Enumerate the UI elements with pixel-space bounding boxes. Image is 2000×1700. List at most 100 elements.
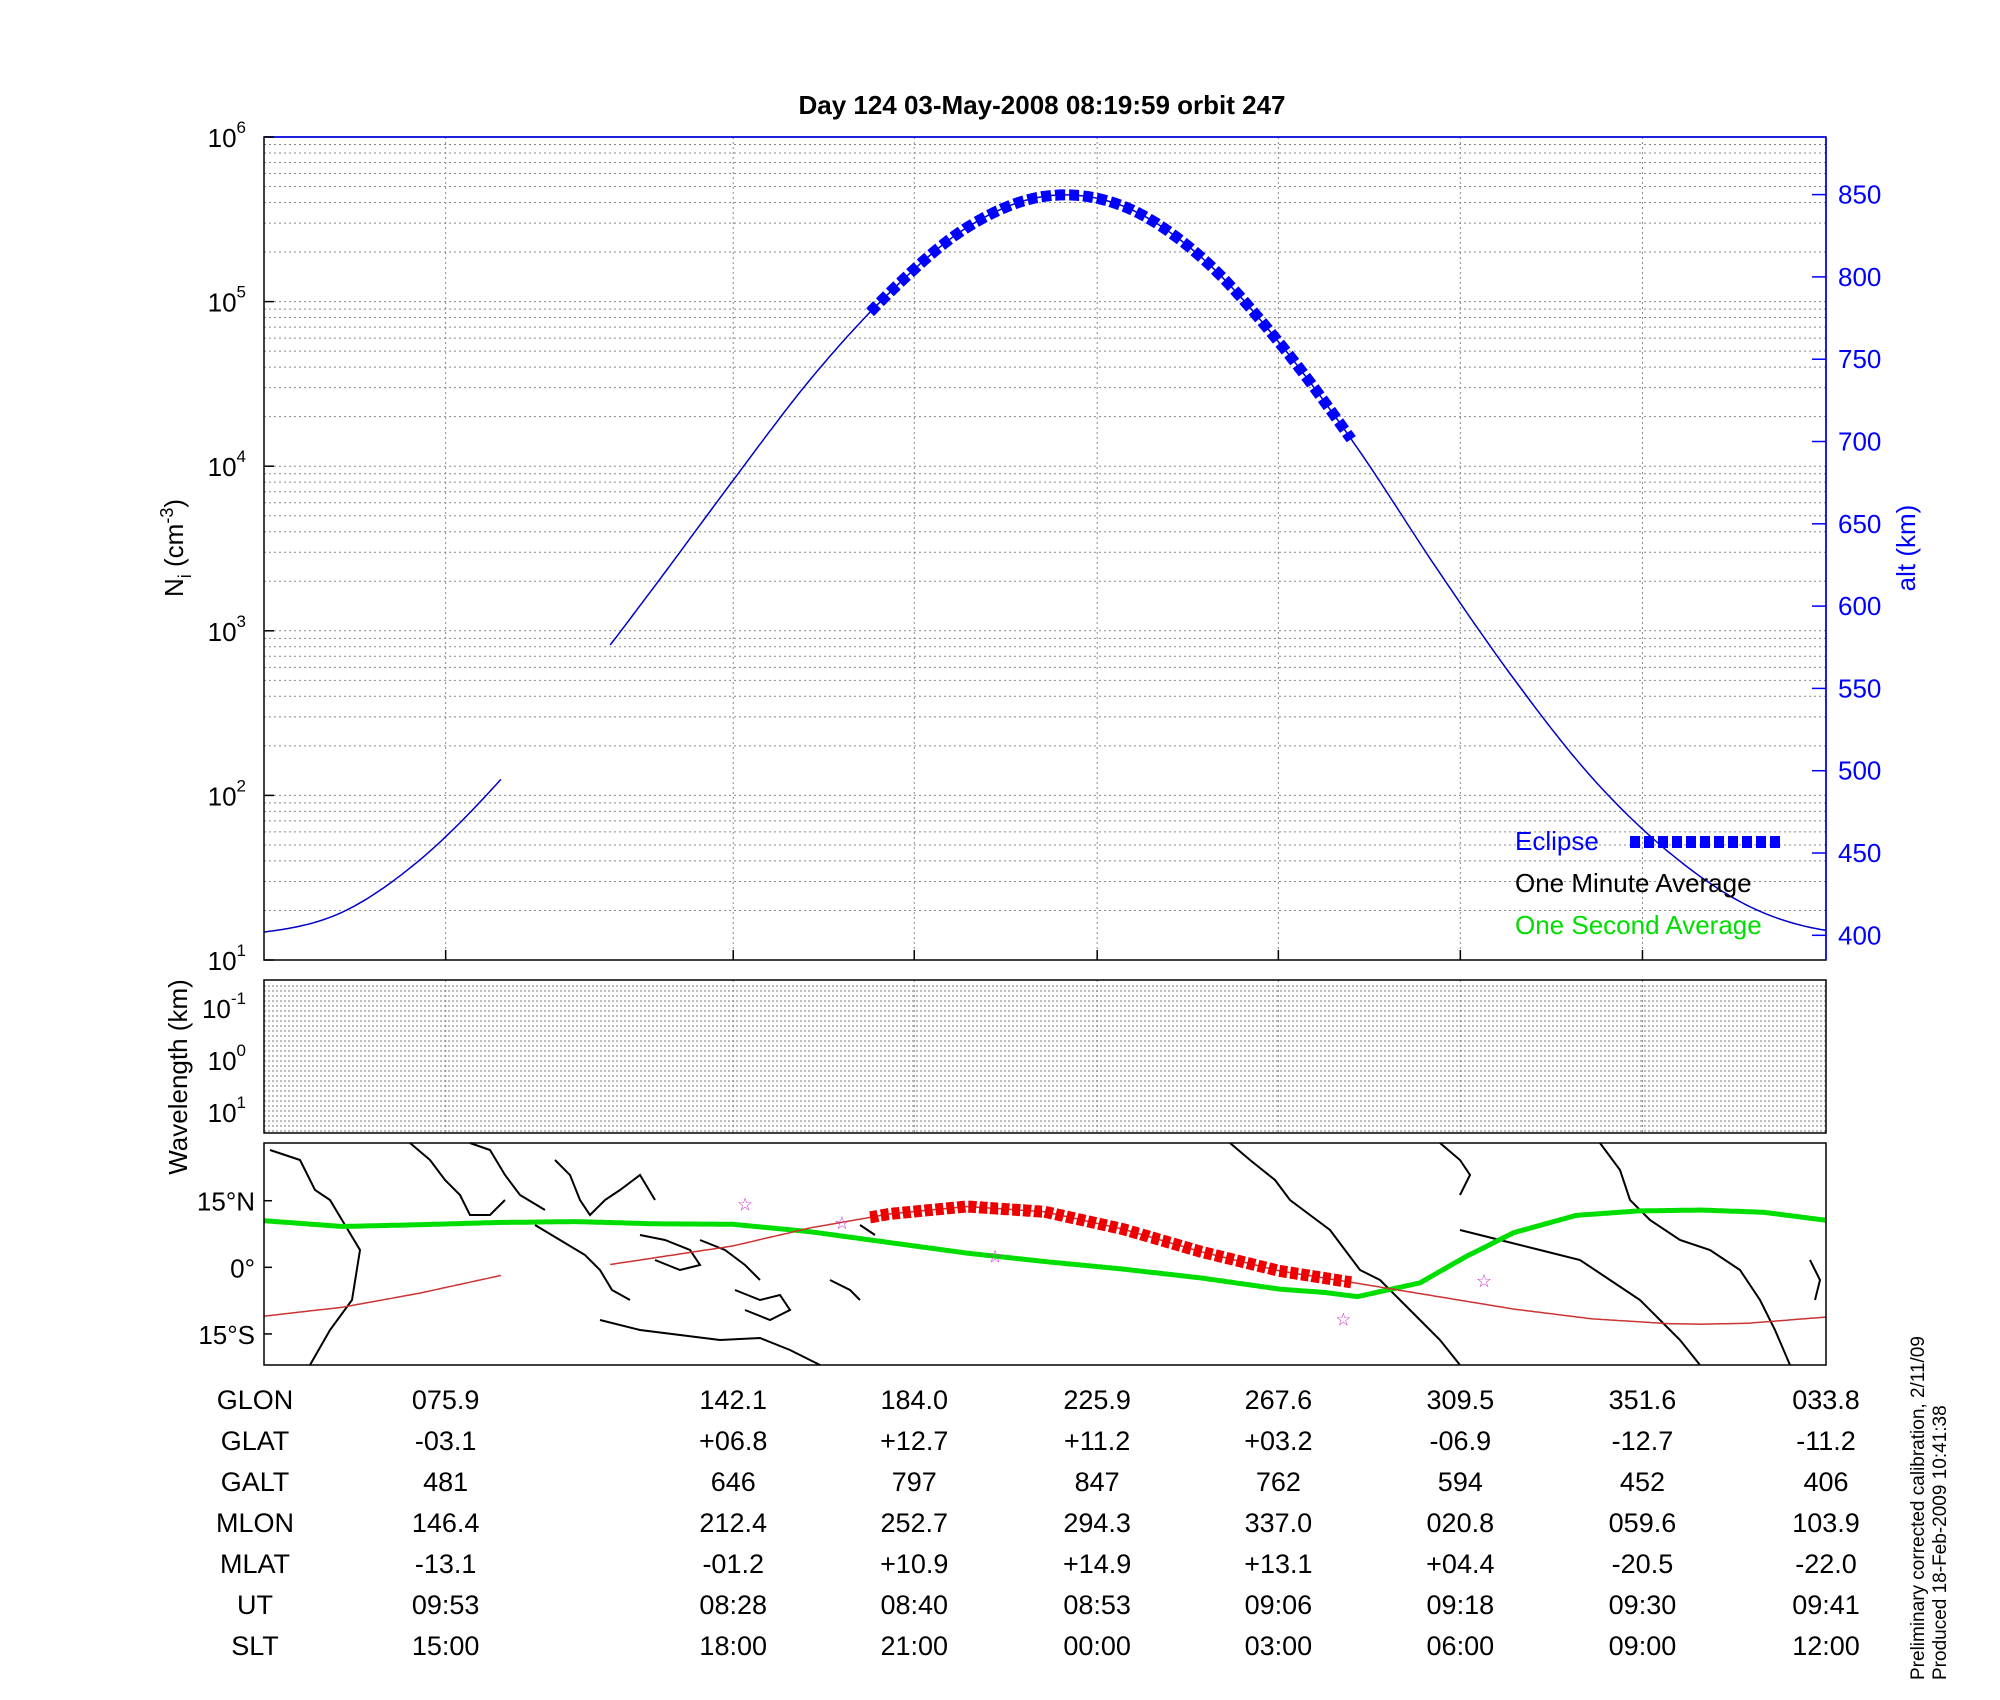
altitude-y-label: alt (km) [1891, 505, 1921, 592]
wl-tick-exp: -1 [231, 989, 246, 1008]
alt-tick-label: 500 [1838, 756, 1881, 786]
coastline [1229, 1142, 1346, 1251]
wl-tick-label: 100 [208, 1041, 246, 1076]
legend-label: One Minute Average [1515, 868, 1752, 898]
table-cell: 337.0 [1244, 1508, 1313, 1538]
y-tick-base: 10 [208, 781, 237, 811]
table-cell: 12:00 [1792, 1631, 1860, 1661]
table-cell: -03.1 [414, 1426, 477, 1456]
table-cell: 762 [1255, 1467, 1301, 1497]
wl-tick-exp: 1 [237, 1093, 246, 1112]
coastline [409, 1142, 506, 1216]
y-tick-exp: 3 [237, 612, 246, 631]
chart-title: Day 124 03-May-2008 08:19:59 orbit 247 [798, 90, 1285, 120]
alt-tick-label: 850 [1838, 180, 1881, 210]
wl-tick-base: 10 [202, 994, 231, 1024]
coastline [734, 1289, 792, 1322]
table-cell: 00:00 [1063, 1631, 1131, 1661]
legend-label: One Second Average [1515, 910, 1762, 940]
wl-tick-base: 10 [208, 1098, 237, 1128]
y-tick-base: 10 [208, 946, 237, 976]
ylabel-unit-pre: (cm [159, 524, 189, 567]
table-row-label: GLAT [220, 1426, 290, 1456]
y-tick-label: 106 [208, 118, 246, 153]
table-cell: -11.2 [1796, 1426, 1856, 1456]
table-cell: -01.2 [702, 1549, 764, 1579]
calibration-note: Preliminary corrected calibration, 2/11/… [1908, 1336, 1929, 1680]
table-cell: +14.9 [1062, 1549, 1132, 1579]
lat-tick-label: 15°N [197, 1187, 255, 1217]
table-cell: 08:40 [880, 1590, 949, 1620]
table-row-label: GLON [216, 1385, 294, 1415]
table-cell: 09:53 [411, 1590, 480, 1620]
y-tick-label: 104 [208, 447, 246, 482]
coastline [1809, 1259, 1822, 1301]
table-cell: 225.9 [1063, 1385, 1131, 1415]
table-cell: 103.9 [1792, 1508, 1860, 1538]
alt-tick-label: 600 [1838, 591, 1881, 621]
eclipse-segment [866, 189, 1356, 443]
world-map-coastlines [269, 1142, 1822, 1366]
star-marker: ☆ [834, 1213, 850, 1233]
track-eclipse-segment [869, 1200, 1352, 1289]
y-tick-label: 105 [208, 283, 246, 318]
table-cell: 18:00 [699, 1631, 767, 1661]
table-cell: 09:30 [1608, 1590, 1677, 1620]
table-cell: 09:18 [1426, 1590, 1495, 1620]
table-cell: 06:00 [1426, 1631, 1495, 1661]
alt-tick-label: 400 [1838, 920, 1881, 950]
coastline [534, 1224, 631, 1301]
wavelength-y-label: Wavelength (km) [163, 979, 193, 1175]
altitude-y-ticks: 400 450 500 550 600 650 700 750 800 850 [1812, 180, 1881, 950]
table-cell: 309.5 [1426, 1385, 1495, 1415]
coastline [599, 1319, 821, 1366]
ground-track-series: ☆ ☆ ☆ ☆ ☆ [263, 1194, 1827, 1329]
table-cell: 21:00 [880, 1631, 949, 1661]
table-cell: +06.8 [699, 1426, 768, 1456]
table-cell: +12.7 [880, 1426, 949, 1456]
alt-tick-label: 650 [1838, 509, 1881, 539]
ylabel-sub: i [175, 574, 195, 578]
star-marker: ☆ [1476, 1271, 1492, 1291]
alt-tick-label: 550 [1838, 673, 1881, 703]
legend-label: Eclipse [1515, 826, 1599, 856]
table-cell: +11.2 [1063, 1426, 1131, 1456]
alt-tick-label: 750 [1838, 344, 1881, 374]
table-cell: 594 [1437, 1467, 1483, 1497]
map-panel-frame [263, 1142, 1827, 1366]
table-cell: 252.7 [880, 1508, 949, 1538]
star-marker: ☆ [987, 1246, 1003, 1266]
table-cell: -22.0 [1795, 1549, 1857, 1579]
coastline [1439, 1142, 1472, 1196]
lat-tick-deg: 15 [198, 1320, 227, 1350]
coastline [269, 1149, 362, 1366]
table-cell: +03.2 [1244, 1426, 1313, 1456]
table-cell: 03:00 [1244, 1631, 1313, 1661]
y-tick-base: 10 [208, 617, 237, 647]
wl-tick-label: 10-1 [202, 989, 246, 1024]
latitude-ticks: 15°N0°15°S [197, 1187, 272, 1350]
table-cell: 406 [1803, 1467, 1849, 1497]
coastline [469, 1142, 546, 1211]
table-cell: 075.9 [411, 1385, 480, 1415]
alt-tick-label: 800 [1838, 262, 1881, 292]
coastline [1599, 1142, 1791, 1366]
table-row-label: MLON [215, 1508, 294, 1538]
y-tick-exp: 6 [237, 118, 246, 137]
y-tick-exp: 2 [237, 776, 246, 795]
lat-tick-degree-sign: ° [227, 1320, 237, 1350]
table-cell: 033.8 [1792, 1385, 1860, 1415]
lat-tick-deg: 15 [197, 1187, 226, 1217]
y-tick-label: 101 [208, 941, 246, 976]
table-cell: -20.5 [1611, 1549, 1674, 1579]
produced-timestamp: Produced 18-Feb-2009 10:41:38 [1930, 1405, 1951, 1680]
coastline [1459, 1229, 1701, 1366]
y-tick-base: 10 [208, 288, 237, 318]
coastline [639, 1234, 702, 1272]
ylabel-unit-sup: -3 [157, 508, 177, 524]
alt-tick-label: 700 [1838, 427, 1881, 457]
ylabel-unit-post: ) [159, 499, 189, 508]
